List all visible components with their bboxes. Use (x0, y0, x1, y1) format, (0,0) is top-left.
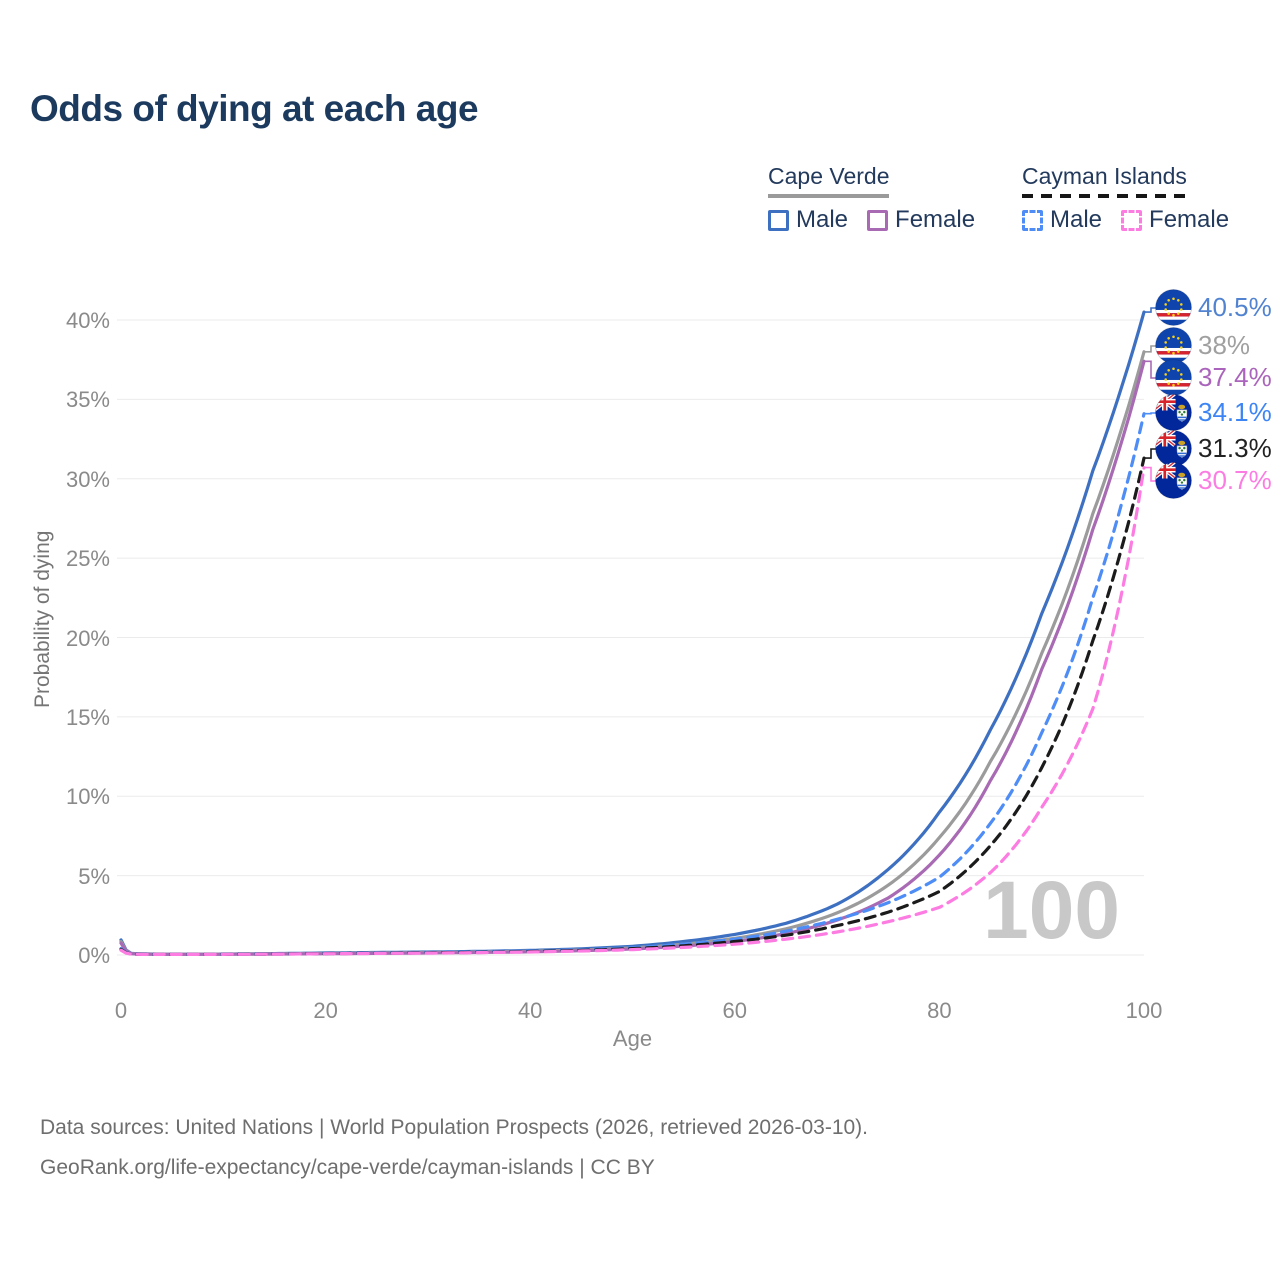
cape-verde-flag-icon (1155, 289, 1192, 326)
end-label-value: 38% (1198, 330, 1251, 360)
end-label-connector-cayman-islands-both (1145, 448, 1156, 459)
y-tick-label-30: 30% (65, 466, 110, 492)
legend-item-cape-verde-female[interactable]: Female (867, 206, 975, 234)
end-label-connector-cayman-islands-female (1145, 466, 1156, 482)
y-tick-label-15: 15% (65, 704, 110, 730)
x-tick-label-60: 60 (722, 998, 748, 1023)
curve-cape-verde-both[interactable] (119, 350, 1146, 956)
cape-verde-flag-icon (1155, 327, 1192, 364)
end-label-value: 30.7% (1198, 465, 1272, 495)
legend-item-label: Female (1149, 206, 1230, 233)
legend-line-sample-dashed (1022, 194, 1187, 198)
end-label-value: 31.3% (1198, 433, 1272, 463)
swatch-cayman-islands-female-icon[interactable] (1121, 209, 1143, 231)
end-label-cape-verde-female: 37.4% (1155, 359, 1272, 396)
end-label-cape-verde-male: 40.5% (1155, 289, 1272, 326)
end-label-cayman-islands-male: 34.1% (1155, 394, 1272, 431)
x-tick-label-40: 40 (517, 998, 543, 1023)
legend-item-cape-verde-male[interactable]: Male (768, 206, 848, 234)
legend-line-sample-solid (768, 194, 890, 198)
legend-item-cayman-islands-male[interactable]: Male (1022, 206, 1102, 234)
cayman-islands-flag-icon (1155, 430, 1192, 467)
end-label-cape-verde-both: 38% (1155, 327, 1250, 364)
y-tick-label-5: 5% (78, 863, 110, 889)
x-tick-label-20: 20 (313, 998, 338, 1023)
source-footer: Data sources: United Nations | World Pop… (40, 1108, 868, 1188)
legend-group-title-cayman-islands: Cayman Islands (1022, 163, 1187, 189)
legend-group-cape-verde: Cape Verde Male Female (768, 163, 975, 234)
swatch-cape-verde-female-icon[interactable] (867, 209, 889, 231)
footer-line-datasources: Data sources: United Nations | World Pop… (40, 1116, 869, 1139)
x-tick-label-100: 100 (1125, 998, 1163, 1023)
legend-item-cayman-islands-female[interactable]: Female (1121, 206, 1229, 234)
end-label-cayman-islands-both: 31.3% (1155, 430, 1272, 467)
cayman-islands-flag-icon (1155, 462, 1192, 499)
end-label-value: 34.1% (1198, 397, 1272, 427)
y-tick-label-20: 20% (65, 625, 110, 651)
end-label-connector-cape-verde-both (1145, 345, 1156, 353)
legend-group-cayman-islands: Cayman Islands Male Female (1022, 163, 1229, 234)
plot-area (117, 307, 1156, 956)
end-label-connector-cape-verde-male (1145, 307, 1156, 313)
swatch-cape-verde-male-icon[interactable] (768, 209, 789, 231)
y-tick-label-25: 25% (65, 546, 110, 572)
cape-verde-flag-icon (1155, 359, 1192, 396)
swatch-cayman-islands-male-icon[interactable] (1022, 209, 1043, 231)
y-tick-label-35: 35% (65, 387, 110, 413)
end-label-connector-cape-verde-female (1145, 360, 1156, 379)
curve-cape-verde-male[interactable] (119, 310, 1146, 956)
legend-item-label: Female (895, 206, 976, 233)
curve-cayman-islands-female[interactable] (119, 466, 1146, 956)
legend-item-label: Male (796, 206, 849, 233)
hover-age-watermark: 100 (983, 865, 1120, 956)
end-label-connector-cayman-islands-male (1145, 412, 1156, 415)
end-label-value: 37.4% (1198, 362, 1272, 392)
end-label-value: 40.5% (1198, 292, 1272, 322)
y-tick-label-0: 0% (78, 943, 110, 968)
end-label-cayman-islands-female: 30.7% (1155, 462, 1272, 499)
chart-title: Odds of dying at each age (30, 88, 479, 129)
x-tick-label-80: 80 (927, 998, 952, 1023)
y-tick-label-40: 40% (65, 308, 110, 333)
x-axis-title: Age (612, 1026, 653, 1051)
y-axis-title: Probability of dying (31, 530, 54, 708)
footer-line-url: GeoRank.org/life-expectancy/cape-verde/c… (40, 1155, 655, 1179)
x-tick-label-0: 0 (114, 998, 128, 1023)
cayman-islands-flag-icon (1155, 394, 1192, 431)
y-tick-label-10: 10% (65, 784, 110, 810)
legend-group-title-cape-verde: Cape Verde (768, 163, 890, 189)
legend-item-label: Male (1050, 206, 1103, 233)
